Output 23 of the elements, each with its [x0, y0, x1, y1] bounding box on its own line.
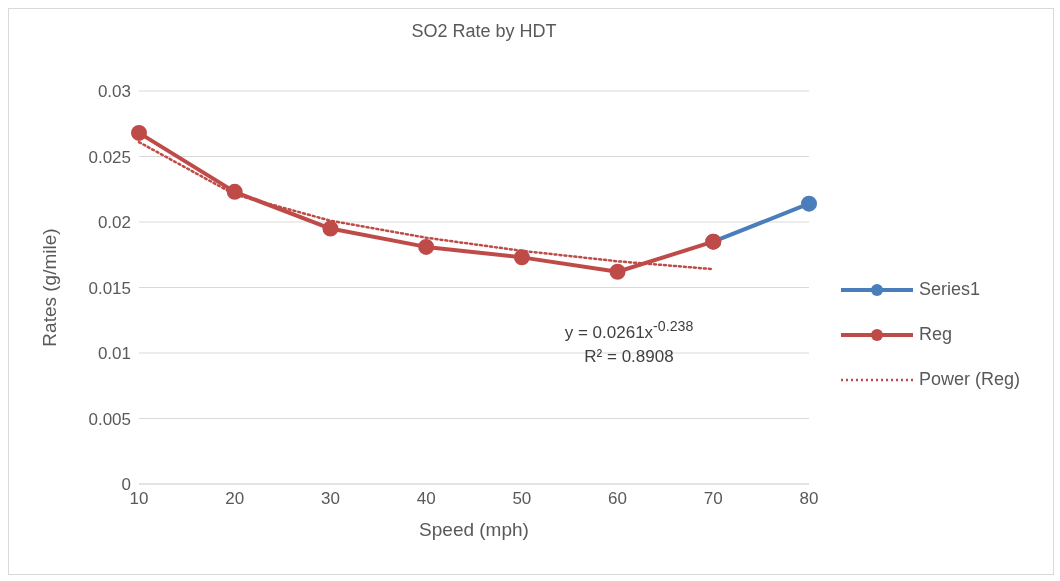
y-tick-label: 0.005: [88, 409, 131, 429]
annotation: R² = 0.8908: [583, 345, 675, 368]
annotation: y = 0.0261x$^{-0.238}$: [563, 317, 695, 344]
legend-label: Reg: [919, 324, 953, 345]
y-tick-label: 0: [121, 475, 131, 495]
legend-label: Series1: [919, 279, 981, 300]
x-tick-label: 20: [225, 489, 245, 509]
y-tick-label: 0.01: [97, 344, 131, 364]
y-axis-title: Rates (g/mile): [38, 228, 60, 347]
y-tick-label: 0.02: [97, 213, 131, 233]
y-tick-label: 0.03: [97, 82, 131, 102]
y-tick-label: 0.025: [88, 147, 131, 167]
x-tick-label: 70: [703, 489, 723, 509]
chart-title: SO2 Rate by HDT: [410, 21, 558, 42]
x-tick-label: 50: [512, 489, 532, 509]
x-tick-label: 60: [608, 489, 628, 509]
y-tick-label: 0.015: [88, 278, 131, 298]
x-tick-label: 30: [320, 489, 340, 509]
x-tick-label: 10: [129, 489, 149, 509]
x-tick-label: 80: [799, 489, 819, 509]
x-tick-label: 40: [416, 489, 436, 509]
legend-label: Power (Reg): [919, 369, 1021, 390]
x-axis-title: Speed (mph): [419, 519, 529, 540]
